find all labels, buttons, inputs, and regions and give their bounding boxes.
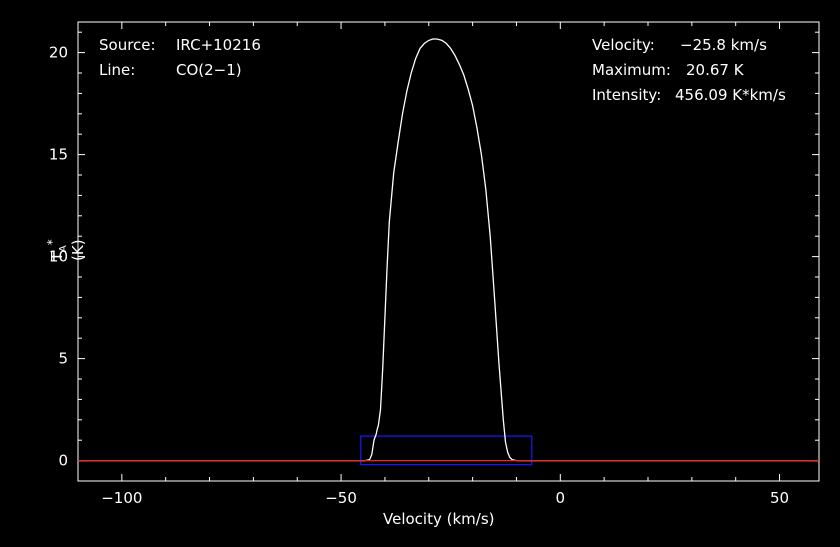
x-tick-label: 0 [556,489,566,507]
intensity-value: 456.09 K*km/s [675,86,786,104]
spectrum-line [78,38,819,462]
series-group [78,38,819,466]
y-tick-label: 5 [58,350,68,368]
y-axis-label-sup: * [45,239,59,246]
x-ticks: −100 −50 0 50 [77,22,789,507]
line-label: Line: [99,61,136,79]
y-tick-label: 0 [58,452,68,470]
y-tick-label: 20 [49,44,68,62]
integration-window [360,435,533,466]
y-axis-label-unit: (K) [69,239,87,261]
x-axis-label: Velocity (km/s) [383,510,495,528]
y-axis-label-main: T [48,252,66,262]
velocity-label: Velocity: [592,36,655,54]
intensity-label: Intensity: [592,86,662,104]
x-tick-label: −100 [101,489,142,507]
line-value: CO(2−1) [176,61,242,79]
plot-frame [77,21,820,482]
y-tick-label: 10 [49,248,68,266]
maximum-label: Maximum: [592,61,671,79]
y-ticks: 0 5 10 15 20 [49,31,819,470]
x-tick-label: −50 [325,489,357,507]
y-axis-label-sub: A [58,245,69,253]
source-label: Source: [99,36,156,54]
y-axis-label: TA* (K) [27,210,87,300]
velocity-value: −25.8 km/s [680,36,767,54]
y-tick-label: 15 [49,146,68,164]
source-value: IRC+10216 [176,36,261,54]
x-tick-label: 50 [770,489,789,507]
maximum-value: 20.67 K [686,61,744,79]
